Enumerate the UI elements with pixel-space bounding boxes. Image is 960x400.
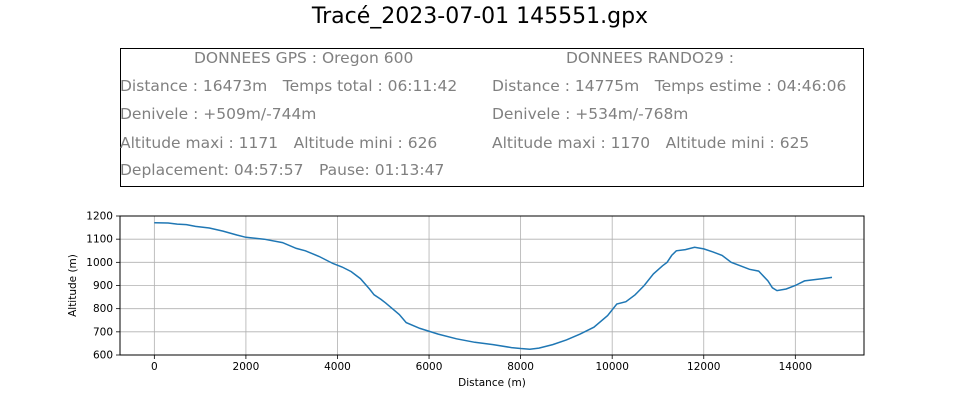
gps-header: DONNEES GPS : Oregon 600 bbox=[194, 49, 414, 67]
y-tick-label: 700 bbox=[93, 326, 113, 338]
y-tick-label: 900 bbox=[93, 280, 113, 292]
rando-line-distance: Distance : 14775m Temps estime : 04:46:0… bbox=[492, 77, 847, 95]
y-axis-label: Altitude (m) bbox=[67, 254, 79, 317]
x-tick-label: 8000 bbox=[507, 361, 534, 373]
y-tick-label: 600 bbox=[93, 350, 113, 362]
x-axis-label: Distance (m) bbox=[458, 377, 526, 389]
x-tick-label: 14000 bbox=[779, 361, 812, 373]
axis-ticks: 0 2000 4000 6000 8000 10000 12000 14000 600 700 80… bbox=[86, 211, 812, 374]
gps-line-distance: Distance : 16473m Temps total : 06:11:42 bbox=[120, 77, 458, 95]
figure-title: Tracé_2023-07-01 145551.gpx bbox=[311, 4, 649, 29]
rando-header: DONNEES RANDO29 : bbox=[566, 49, 735, 67]
y-tick-label: 1100 bbox=[86, 234, 113, 246]
x-tick-label: 2000 bbox=[233, 361, 260, 373]
x-tick-label: 0 bbox=[151, 361, 158, 373]
x-tick-label: 6000 bbox=[416, 361, 443, 373]
rando-line-denivele: Denivele : +534m/-768m bbox=[492, 105, 689, 123]
grid-lines bbox=[120, 215, 864, 356]
x-tick-label: 12000 bbox=[687, 361, 720, 373]
altitude-profile-line bbox=[154, 221, 833, 350]
x-tick-label: 4000 bbox=[324, 361, 351, 373]
gps-line-deplacement: Deplacement: 04:57:57 Pause: 01:13:47 bbox=[120, 161, 445, 179]
y-tick-label: 1200 bbox=[86, 211, 113, 223]
rando-line-altitude: Altitude maxi : 1170 Altitude mini : 625 bbox=[492, 134, 810, 152]
gps-line-altitude: Altitude maxi : 1171 Altitude mini : 626 bbox=[120, 134, 438, 152]
y-tick-label: 800 bbox=[93, 303, 113, 315]
y-tick-label: 1000 bbox=[86, 257, 113, 269]
x-tick-label: 10000 bbox=[595, 361, 628, 373]
info-box: DONNEES GPS : Oregon 600 Distance : 1647… bbox=[120, 48, 864, 187]
gps-line-denivele: Denivele : +509m/-744m bbox=[120, 105, 317, 123]
